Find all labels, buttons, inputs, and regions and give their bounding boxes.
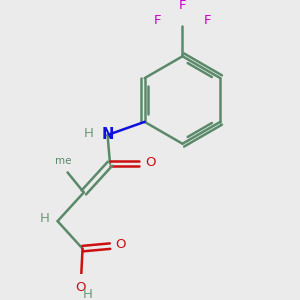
Text: O: O	[145, 157, 155, 169]
Text: H: H	[84, 127, 94, 140]
Text: N: N	[101, 128, 114, 142]
Text: F: F	[204, 14, 211, 27]
Text: F: F	[179, 0, 186, 12]
Text: O: O	[116, 238, 126, 251]
Text: F: F	[154, 14, 161, 27]
Text: H: H	[40, 212, 50, 225]
Text: me: me	[55, 156, 71, 166]
Text: O: O	[75, 280, 85, 294]
Text: H: H	[82, 288, 92, 300]
